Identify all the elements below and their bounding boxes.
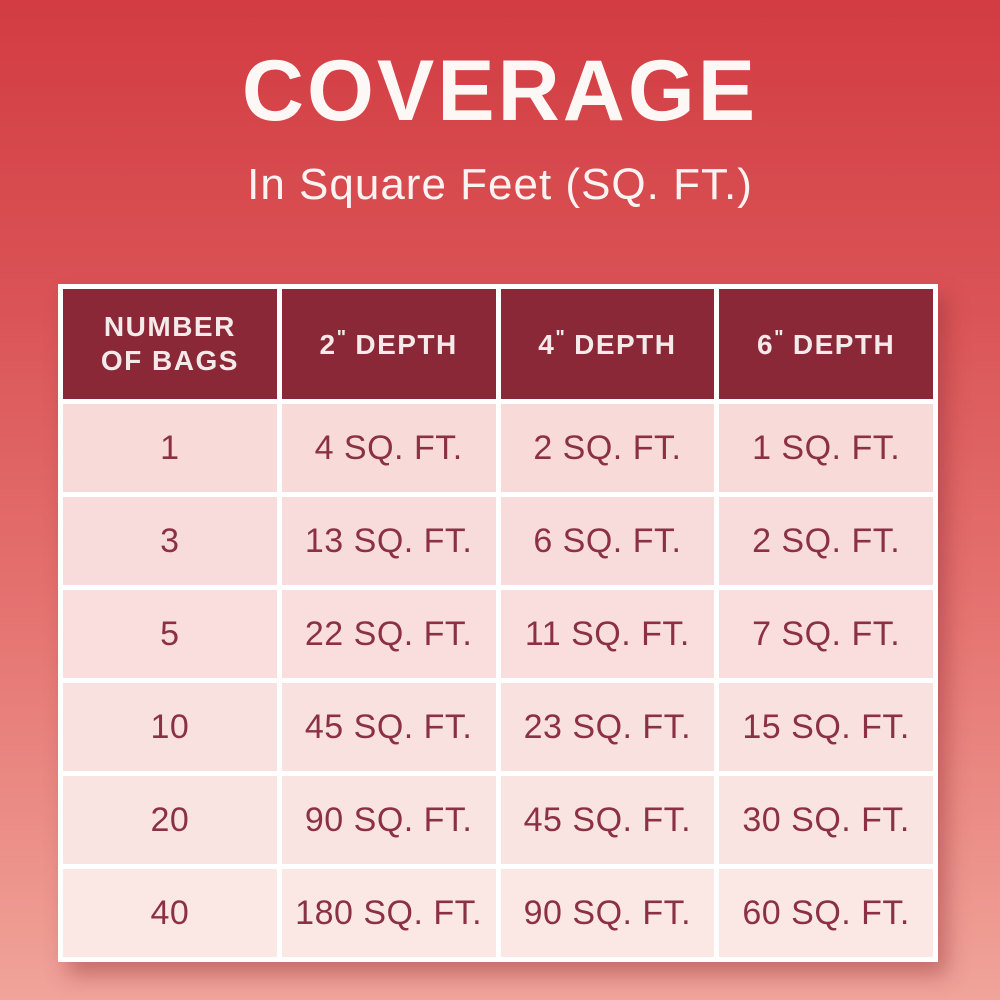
- table-row: 20 90 SQ. FT. 45 SQ. FT. 30 SQ. FT.: [63, 776, 933, 864]
- inch-mark: ": [555, 326, 565, 349]
- header-line-1: NUMBER: [103, 310, 236, 342]
- depth-value: 6: [757, 328, 775, 360]
- table-row: 10 45 SQ. FT. 23 SQ. FT. 15 SQ. FT.: [63, 683, 933, 771]
- cell-4in-coverage: 6 SQ. FT.: [500, 497, 715, 585]
- header-cell-2in-depth: 2" DEPTH: [281, 289, 496, 399]
- cell-6in-coverage: 7 SQ. FT.: [719, 590, 933, 678]
- header-line-2: OF BAGS: [100, 345, 239, 376]
- cell-bags: 3: [63, 497, 277, 585]
- coverage-table: NUMBER OF BAGS 2" DEPTH 4" DEPTH 6" DEPT…: [58, 284, 938, 962]
- depth-word: DEPTH: [792, 328, 896, 360]
- table-row: 5 22 SQ. FT. 11 SQ. FT. 7 SQ. FT.: [63, 590, 933, 678]
- cell-2in-coverage: 180 SQ. FT.: [281, 869, 496, 957]
- cell-4in-coverage: 45 SQ. FT.: [500, 776, 715, 864]
- cell-4in-coverage: 2 SQ. FT.: [500, 404, 715, 492]
- cell-bags: 1: [63, 404, 277, 492]
- table-row: 1 4 SQ. FT. 2 SQ. FT. 1 SQ. FT.: [63, 404, 933, 492]
- cell-bags: 40: [63, 869, 277, 957]
- cell-6in-coverage: 30 SQ. FT.: [719, 776, 933, 864]
- depth-word: DEPTH: [355, 328, 458, 360]
- cell-6in-coverage: 2 SQ. FT.: [719, 497, 933, 585]
- depth-word: DEPTH: [574, 328, 677, 360]
- page-subtitle: In Square Feet (SQ. FT.): [247, 160, 753, 209]
- cell-4in-coverage: 23 SQ. FT.: [500, 683, 715, 771]
- depth-value: 4: [538, 328, 556, 360]
- cell-bags: 20: [63, 776, 277, 864]
- table-header-row: NUMBER OF BAGS 2" DEPTH 4" DEPTH 6" DEPT…: [63, 289, 933, 399]
- cell-2in-coverage: 90 SQ. FT.: [281, 776, 496, 864]
- header-cell-4in-depth: 4" DEPTH: [500, 289, 715, 399]
- table-row: 40 180 SQ. FT. 90 SQ. FT. 60 SQ. FT.: [63, 869, 933, 957]
- coverage-table-container: NUMBER OF BAGS 2" DEPTH 4" DEPTH 6" DEPT…: [58, 284, 938, 962]
- cell-2in-coverage: 4 SQ. FT.: [281, 404, 496, 492]
- cell-6in-coverage: 15 SQ. FT.: [719, 683, 933, 771]
- cell-6in-coverage: 60 SQ. FT.: [719, 869, 933, 957]
- page-title: COVERAGE: [241, 43, 759, 139]
- cell-4in-coverage: 11 SQ. FT.: [500, 590, 715, 678]
- inch-mark: ": [336, 326, 347, 349]
- header-cell-6in-depth: 6" DEPTH: [719, 289, 933, 399]
- cell-2in-coverage: 22 SQ. FT.: [281, 590, 496, 678]
- depth-value: 2: [319, 328, 337, 360]
- cell-bags: 10: [63, 683, 277, 771]
- inch-mark: ": [774, 326, 784, 349]
- header-cell-number-of-bags: NUMBER OF BAGS: [63, 289, 277, 399]
- cell-6in-coverage: 1 SQ. FT.: [719, 404, 933, 492]
- cell-4in-coverage: 90 SQ. FT.: [500, 869, 715, 957]
- cell-2in-coverage: 45 SQ. FT.: [281, 683, 496, 771]
- table-row: 3 13 SQ. FT. 6 SQ. FT. 2 SQ. FT.: [63, 497, 933, 585]
- cell-2in-coverage: 13 SQ. FT.: [281, 497, 496, 585]
- cell-bags: 5: [63, 590, 277, 678]
